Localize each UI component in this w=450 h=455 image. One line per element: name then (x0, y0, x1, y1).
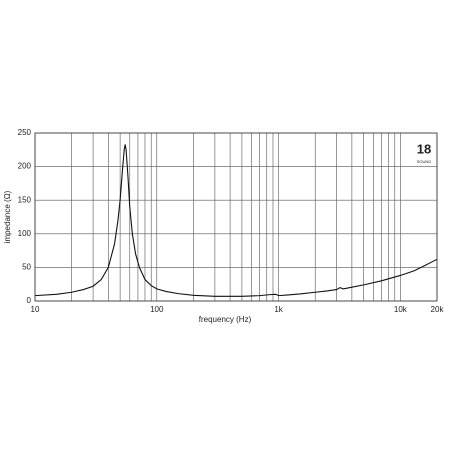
y-axis-label: impedance (Ω) (3, 190, 12, 243)
x-tick-label: 1k (274, 305, 283, 314)
y-tick-label: 0 (27, 296, 32, 305)
y-tick-label: 50 (22, 263, 31, 272)
y-tick-label: 100 (18, 229, 32, 238)
x-tick-label: 10 (31, 305, 40, 314)
x-tick-label: 20k (431, 305, 445, 314)
impedance-curve (34, 144, 438, 297)
plot-frame (34, 132, 438, 302)
x-axis-label: frequency (Hz) (199, 315, 252, 324)
y-tick-label: 150 (18, 195, 32, 204)
logo: 18 (417, 141, 431, 156)
y-tick-label: 200 (18, 162, 32, 171)
y-tick-label: 250 (18, 128, 32, 137)
x-tick-label: 100 (150, 305, 164, 314)
logo-sub: SOUND (417, 159, 432, 164)
x-tick-label: 10k (394, 305, 408, 314)
